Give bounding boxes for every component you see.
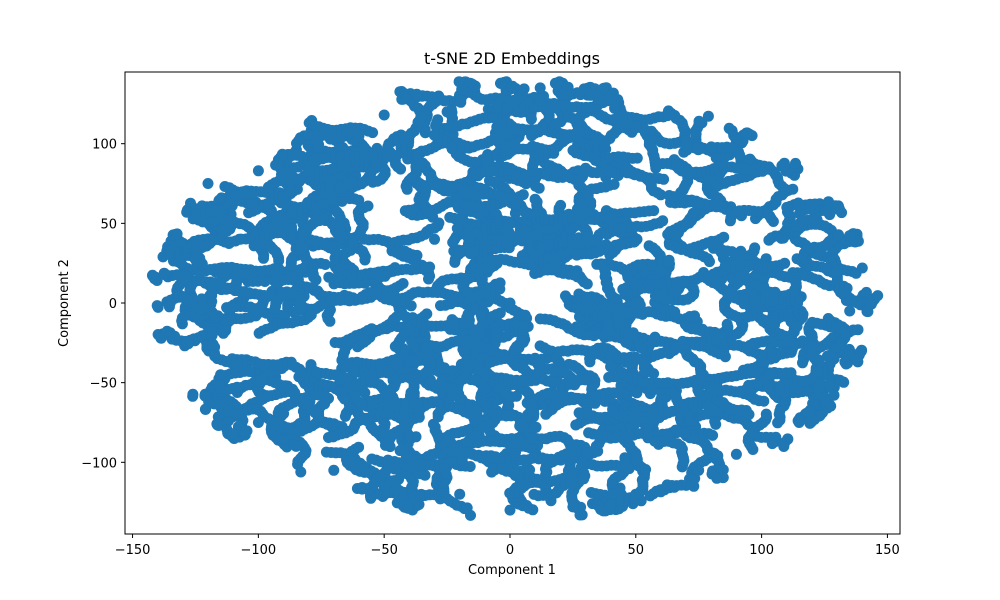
scatter-point	[251, 308, 263, 319]
scatter-point	[439, 362, 450, 374]
scatter-point	[411, 88, 423, 100]
scatter-point	[452, 196, 464, 207]
scatter-point	[465, 340, 476, 351]
scatter-point	[171, 228, 183, 240]
scatter-point	[323, 432, 334, 443]
scatter-point	[607, 488, 619, 500]
scatter-point	[390, 311, 402, 323]
scatter-point	[553, 346, 564, 358]
scatter-point	[444, 211, 456, 223]
scatter-point	[262, 181, 274, 193]
scatter-point	[710, 418, 722, 430]
scatter-point	[459, 185, 471, 197]
scatter-point	[594, 412, 606, 424]
scatter-point	[310, 120, 321, 132]
scatter-point	[393, 473, 405, 485]
scatter-point	[650, 162, 662, 174]
scatter-point	[529, 193, 541, 205]
scatter-point	[797, 357, 808, 369]
scatter-point	[353, 441, 365, 453]
scatter-point	[596, 259, 608, 271]
scatter-point	[608, 178, 620, 190]
scatter-point	[484, 175, 495, 187]
scatter-point	[723, 122, 735, 134]
scatter-point	[425, 171, 437, 183]
scatter-points	[147, 76, 884, 521]
scatter-point	[320, 446, 332, 458]
scatter-point	[806, 316, 818, 328]
scatter-point	[649, 331, 661, 343]
scatter-point	[415, 111, 427, 123]
scatter-point	[524, 464, 536, 476]
scatter-point	[834, 375, 846, 387]
scatter-point	[579, 374, 591, 386]
scatter-point	[597, 83, 609, 95]
scatter-point	[721, 318, 733, 330]
scatter-point	[529, 352, 541, 364]
scatter-point	[319, 259, 331, 270]
scatter-point	[718, 231, 730, 243]
scatter-point	[432, 114, 444, 126]
scatter-point	[707, 429, 719, 441]
scatter-point	[258, 252, 269, 264]
scatter-point	[778, 160, 790, 172]
scatter-point	[864, 298, 876, 310]
chart-title: t-SNE 2D Embeddings	[424, 49, 600, 68]
scatter-point	[806, 414, 818, 426]
scatter-point	[355, 399, 367, 411]
scatter-point	[531, 229, 543, 241]
scatter-point	[763, 234, 775, 246]
scatter-point	[500, 385, 512, 397]
scatter-point	[778, 441, 790, 452]
scatter-point	[860, 286, 872, 298]
scatter-point	[661, 479, 673, 491]
scatter-point	[533, 182, 545, 194]
scatter-point	[790, 157, 801, 169]
scatter-point	[402, 502, 414, 514]
scatter-point	[772, 417, 784, 429]
scatter-point	[823, 379, 835, 391]
scatter-point	[578, 83, 590, 95]
scatter-point	[631, 152, 643, 164]
scatter-point	[525, 113, 537, 125]
scatter-point	[219, 181, 231, 192]
scatter-point	[495, 77, 507, 89]
scatter-point	[828, 389, 840, 401]
scatter-point	[235, 233, 247, 245]
scatter-point	[495, 433, 507, 445]
scatter-point	[658, 173, 670, 185]
scatter-point	[706, 468, 718, 480]
scatter-point	[852, 324, 864, 336]
scatter-point	[155, 332, 167, 344]
scatter-point	[399, 88, 410, 100]
scatter-point	[716, 330, 727, 342]
scatter-point	[640, 464, 652, 475]
scatter-point	[704, 256, 715, 268]
scatter-point	[711, 180, 723, 192]
scatter-point	[285, 260, 297, 272]
scatter-point	[741, 342, 753, 354]
scatter-point	[605, 93, 617, 105]
scatter-point	[702, 110, 714, 122]
scatter-point	[581, 278, 593, 290]
scatter-point	[669, 306, 681, 318]
scatter-point	[551, 78, 563, 90]
scatter-point	[608, 114, 620, 125]
scatter-point	[787, 183, 799, 195]
scatter-point	[766, 438, 778, 450]
scatter-point	[693, 115, 705, 127]
scatter-point	[692, 384, 704, 396]
scatter-point	[528, 488, 540, 500]
